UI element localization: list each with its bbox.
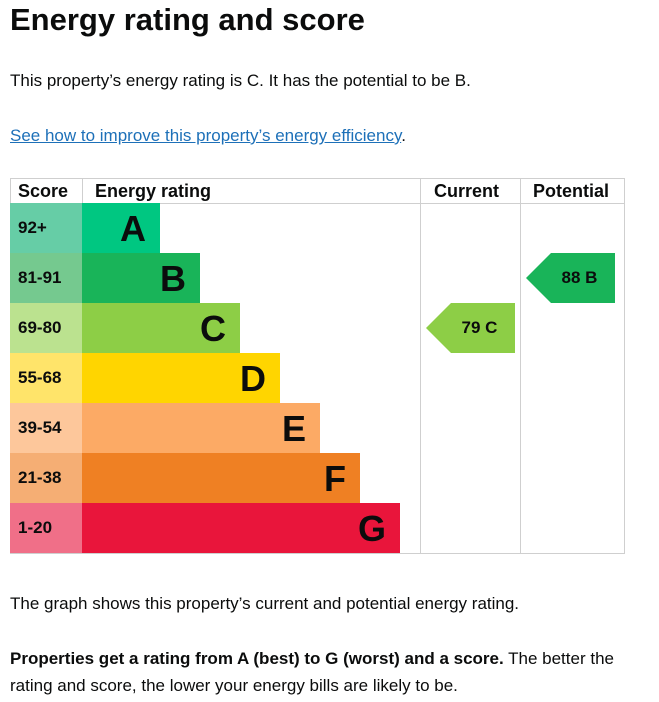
- potential-header: Potential: [533, 181, 610, 201]
- rating-bar-e: E: [82, 403, 320, 453]
- improve-efficiency-link[interactable]: See how to improve this property’s energ…: [10, 126, 402, 145]
- score-range-e: 39-54: [10, 403, 82, 453]
- rating-bar-b: B: [82, 253, 200, 303]
- page-title: Energy rating and score: [10, 2, 365, 37]
- score-range-d: 55-68: [10, 353, 82, 403]
- rating-bar-g: G: [82, 503, 400, 553]
- score-range-g: 1-20: [10, 503, 82, 553]
- rating-bar-f: F: [82, 453, 360, 503]
- rating-explanation-bold: Properties get a rating from A (best) to…: [10, 649, 504, 668]
- potential-rating-arrow: 88 B: [526, 253, 615, 303]
- rating-bar-d: D: [82, 353, 280, 403]
- rating-summary: This property’s energy rating is C. It h…: [10, 71, 471, 90]
- improve-link-line: See how to improve this property’s energ…: [10, 122, 406, 149]
- rating-bar-c: C: [82, 303, 240, 353]
- current-header: Current: [434, 181, 500, 201]
- score-header: Score: [18, 181, 69, 201]
- graph-caption: The graph shows this property’s current …: [10, 594, 520, 613]
- energy-rating-chart: Score Energy rating Current Potential 92…: [10, 178, 625, 554]
- energy-rating-header: Energy rating: [95, 181, 212, 201]
- score-range-f: 21-38: [10, 453, 82, 503]
- current-rating-arrow: 79 C: [426, 303, 515, 353]
- rating-explanation: Properties get a rating from A (best) to…: [10, 645, 640, 699]
- rating-bar-a: A: [82, 203, 160, 253]
- score-range-c: 69-80: [10, 303, 82, 353]
- rating-explanation-rest: The better the rating and score, the low…: [10, 649, 614, 695]
- link-suffix: .: [401, 126, 406, 145]
- score-range-b: 81-91: [10, 253, 82, 303]
- score-range-a: 92+: [10, 203, 82, 253]
